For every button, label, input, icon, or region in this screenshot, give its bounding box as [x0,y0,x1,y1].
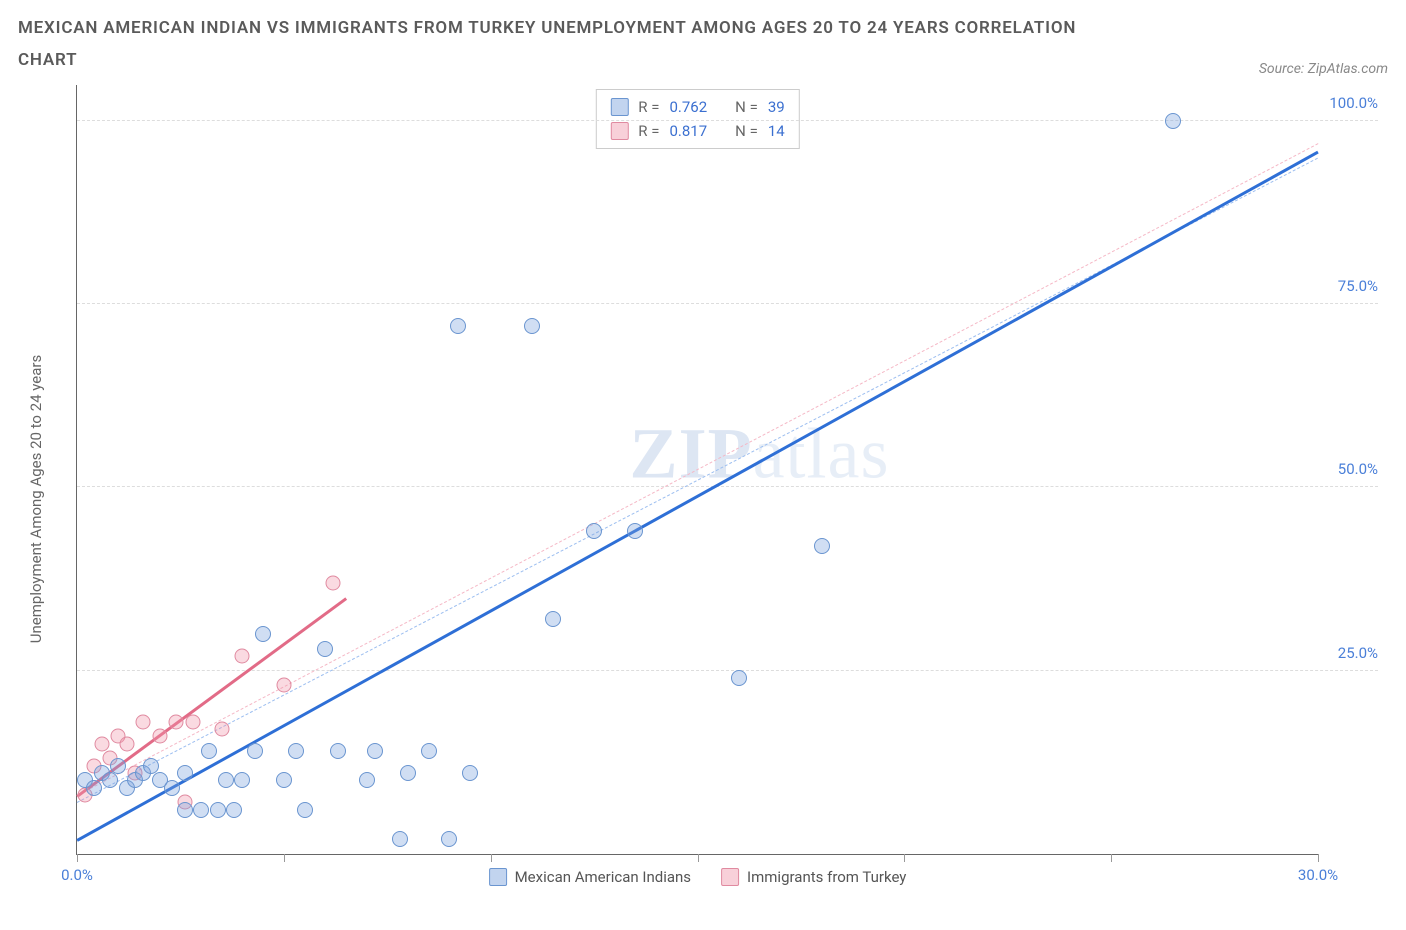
gridline [77,303,1378,304]
data-point [234,772,250,788]
legend-n-value: 14 [768,119,785,143]
data-point [177,765,193,781]
data-point [276,678,291,693]
data-point [86,780,102,796]
data-point [102,772,118,788]
data-point [400,765,416,781]
legend-swatch [721,868,739,886]
data-point [288,743,304,759]
legend-r-value: 0.817 [669,119,707,143]
data-point [255,626,271,642]
data-point [627,523,643,539]
data-point [1165,113,1181,129]
data-point [247,743,263,759]
legend-swatch [610,122,628,140]
data-point [450,318,466,334]
data-point [297,802,313,818]
data-point [326,575,341,590]
data-point [136,714,151,729]
regression-dash [77,143,1318,796]
x-tick [491,854,492,862]
legend-row: R = 0.762 N = 39 [610,95,784,119]
data-point [94,736,109,751]
x-tick-label: 0.0% [61,866,93,884]
data-point [152,729,167,744]
data-point [143,758,159,774]
data-point [214,722,229,737]
data-point [462,765,478,781]
data-point [367,743,383,759]
data-point [421,743,437,759]
data-point [317,641,333,657]
x-tick [698,854,699,862]
y-tick-label: 100.0% [1329,94,1378,112]
x-tick [284,854,285,862]
data-point [392,831,408,847]
series-legend-item: Mexican American Indians [489,868,691,886]
data-point [218,772,234,788]
x-tick [77,854,78,862]
data-point [185,714,200,729]
y-tick-label: 50.0% [1338,460,1378,478]
data-point [731,670,747,686]
correlation-legend: R = 0.762 N = 39 R = 0.817 N = 14 [595,89,799,149]
gridline [77,486,1378,487]
legend-swatch [489,868,507,886]
data-point [359,772,375,788]
data-point [235,648,250,663]
data-point [119,736,134,751]
legend-n-value: 39 [768,95,785,119]
legend-n-label: N = [735,95,758,119]
data-point [110,758,126,774]
data-point [226,802,242,818]
x-tick [1318,854,1319,862]
data-point [201,743,217,759]
data-point [545,611,561,627]
legend-r-label: R = [638,119,659,143]
legend-n-label: N = [735,119,758,143]
data-point [169,714,184,729]
data-point [330,743,346,759]
data-point [210,802,226,818]
data-point [177,802,193,818]
legend-r-label: R = [638,95,659,119]
series-legend-label: Mexican American Indians [515,868,691,886]
legend-r-value: 0.762 [669,95,707,119]
plot-region: ZIPatlas R =0.762N =39R =0.817N =14 Mexi… [76,85,1318,855]
source-attribution: Source: ZipAtlas.com [1259,61,1388,77]
y-tick-label: 25.0% [1338,644,1378,662]
data-point [164,780,180,796]
series-legend: Mexican American Indians Immigrants from … [489,868,907,886]
chart-title: MEXICAN AMERICAN INDIAN VS IMMIGRANTS FR… [18,12,1118,77]
x-tick [1111,854,1112,862]
y-tick-label: 75.0% [1338,277,1378,295]
series-legend-item: Immigrants from Turkey [721,868,906,886]
x-tick-label: 30.0% [1298,866,1338,884]
y-axis-label: Unemployment Among Ages 20 to 24 years [27,354,45,642]
data-point [586,523,602,539]
chart-area: Unemployment Among Ages 20 to 24 years Z… [48,85,1388,895]
data-point [524,318,540,334]
legend-row: R = 0.817 N = 14 [610,119,784,143]
x-tick [904,854,905,862]
regression-line [76,151,1318,842]
data-point [441,831,457,847]
series-legend-label: Immigrants from Turkey [747,868,906,886]
data-point [276,772,292,788]
legend-swatch [610,98,628,116]
gridline [77,120,1378,121]
gridline [77,670,1378,671]
data-point [193,802,209,818]
data-point [814,538,830,554]
